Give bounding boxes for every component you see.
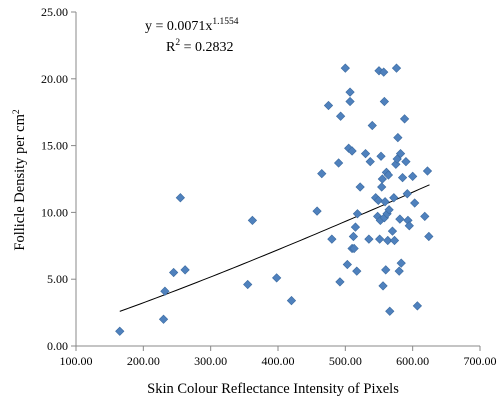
data-point <box>383 235 393 246</box>
x-tick-label: 600.00 <box>396 354 429 368</box>
data-point <box>350 222 361 232</box>
data-point <box>317 169 327 179</box>
data-point <box>352 266 362 276</box>
data-point <box>374 66 384 76</box>
data-point <box>312 206 322 216</box>
data-point <box>365 157 375 167</box>
data-point <box>420 211 430 222</box>
data-point <box>399 114 410 124</box>
data-point <box>247 215 258 226</box>
data-point <box>393 132 403 143</box>
data-point <box>345 96 355 107</box>
data-point <box>342 259 352 270</box>
r-squared-label: R2 = 0.2832 <box>166 38 234 55</box>
data-point <box>408 171 418 181</box>
y-axis-title: Follicle Density per cm2 <box>12 109 28 251</box>
data-point <box>412 301 423 311</box>
data-point <box>385 306 395 316</box>
data-point <box>380 197 390 207</box>
data-point <box>272 273 282 283</box>
data-point <box>376 151 386 161</box>
data-point <box>402 189 412 199</box>
data-point <box>323 100 334 111</box>
y-tick-label: 20.00 <box>41 72 68 86</box>
x-tick-label: 700.00 <box>464 354 497 368</box>
data-point <box>373 195 383 206</box>
data-point <box>327 234 337 244</box>
data-point <box>379 67 389 77</box>
data-point <box>381 265 391 275</box>
data-point <box>345 87 355 97</box>
data-point <box>333 158 344 168</box>
data-point <box>424 231 434 242</box>
data-point <box>169 267 179 278</box>
data-point <box>378 281 388 291</box>
data-point <box>335 111 346 121</box>
axes <box>75 12 480 347</box>
data-point <box>352 209 363 219</box>
data-point <box>394 266 404 276</box>
y-tick-label: 5.00 <box>47 272 68 286</box>
data-point <box>115 326 125 336</box>
data-point <box>383 170 394 180</box>
data-point <box>347 146 357 156</box>
data-point <box>389 235 400 246</box>
data-point <box>355 182 365 192</box>
data-point <box>395 214 405 224</box>
data-point <box>389 193 399 203</box>
data-point <box>340 63 350 73</box>
x-tick-label: 500.00 <box>329 354 362 368</box>
data-point <box>384 205 394 215</box>
data-point <box>375 234 385 244</box>
data-point <box>180 265 190 275</box>
power-trendline <box>119 184 430 312</box>
data-point <box>379 96 390 107</box>
x-tick-label: 400.00 <box>262 354 295 368</box>
data-point <box>391 63 402 73</box>
data-point <box>404 221 414 231</box>
data-point <box>160 286 170 296</box>
data-point <box>243 279 253 290</box>
ticks: 100.00 200.00 300.00 400.00 500.00 600.00 700.… <box>41 5 497 368</box>
y-tick-label: 25.00 <box>41 5 68 19</box>
data-point <box>158 314 169 324</box>
data-point <box>348 231 359 242</box>
data-point <box>360 148 371 159</box>
data-point <box>387 226 398 236</box>
data-point <box>397 173 408 183</box>
data-point <box>335 277 345 287</box>
data-point <box>364 234 374 244</box>
x-tick-label: 200.00 <box>127 354 160 368</box>
trend-equation: y = 0.0071x1.1554 <box>145 17 239 34</box>
data-point <box>175 193 185 203</box>
data-point <box>377 182 387 192</box>
data-point <box>349 243 359 254</box>
data-points <box>115 63 434 336</box>
x-tick-label: 100.00 <box>60 354 93 368</box>
data-point <box>401 157 411 167</box>
trendline-group <box>119 184 430 312</box>
x-tick-label: 300.00 <box>194 354 227 368</box>
x-axis-title: Skin Colour Reflectance Intensity of Pix… <box>147 381 399 397</box>
y-tick-label: 10.00 <box>41 205 68 219</box>
data-point <box>286 295 297 306</box>
data-point <box>410 198 420 208</box>
y-tick-label: 0.00 <box>47 339 68 353</box>
data-point <box>396 258 406 268</box>
y-tick-label: 15.00 <box>41 139 68 153</box>
data-point <box>422 166 433 176</box>
data-point <box>367 120 377 131</box>
data-point <box>377 174 387 184</box>
data-point <box>395 148 406 159</box>
